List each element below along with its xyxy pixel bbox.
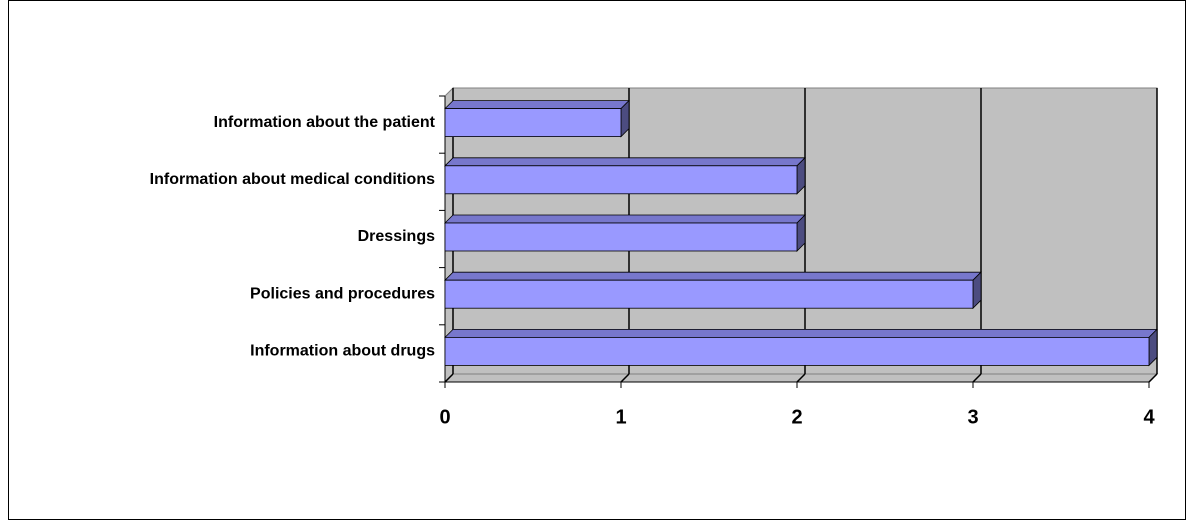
grid-line (620, 373, 630, 383)
grid-line (444, 373, 454, 383)
bar (444, 336, 1150, 366)
bar-top (444, 100, 630, 109)
x-tick-label: 1 (615, 406, 626, 428)
bar-top (444, 328, 1158, 338)
grid-line (1148, 373, 1158, 383)
y-tick-label: Information about medical conditions (150, 171, 435, 188)
x-tick-label: 2 (791, 406, 802, 428)
bar (444, 279, 974, 309)
y-tick-label: Information about drugs (250, 343, 435, 360)
bar-top (444, 271, 982, 281)
x-tick-label: 4 (1143, 406, 1155, 428)
bar (444, 165, 798, 195)
y-tick-label: Information about the patient (214, 114, 436, 131)
bar-top (444, 157, 806, 167)
bar (444, 108, 622, 137)
y-tick-label: Dressings (358, 228, 435, 245)
x-tick-label: 0 (439, 406, 450, 428)
grid-line (972, 373, 982, 383)
bar-top (444, 214, 806, 224)
x-tick-label: 3 (967, 406, 978, 428)
bar (444, 222, 798, 252)
grid-line (796, 373, 806, 383)
y-tick-label: Policies and procedures (250, 285, 435, 302)
